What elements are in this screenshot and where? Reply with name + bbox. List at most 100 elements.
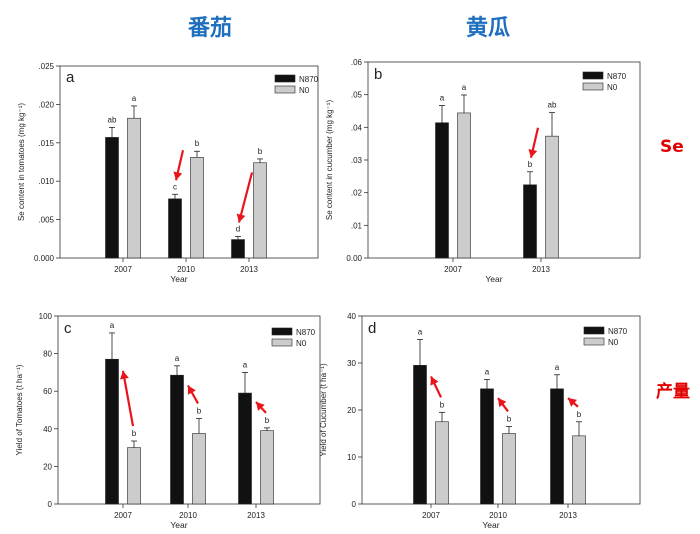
x-tick-label: 2013 — [240, 265, 258, 274]
significance-label: ab — [108, 115, 117, 124]
legend-swatch — [271, 327, 293, 336]
y-tick-label: 20 — [347, 406, 356, 415]
significance-label: ab — [548, 101, 557, 110]
legend-swatch — [582, 82, 604, 91]
bar — [168, 198, 182, 259]
y-tick-label: .010 — [38, 177, 54, 186]
y-tick-label: 30 — [347, 359, 356, 368]
significance-label: a — [132, 94, 137, 103]
red-arrow-head — [187, 385, 196, 395]
y-tick-label: .05 — [351, 91, 363, 100]
legend-swatch — [583, 326, 605, 335]
significance-label: b — [258, 147, 263, 156]
legend-label: N870 — [299, 75, 319, 84]
x-tick-label: 2010 — [179, 511, 197, 520]
plot-frame — [57, 315, 321, 505]
significance-label: a — [110, 321, 115, 330]
x-tick-label: 2007 — [114, 511, 132, 520]
significance-label: b — [132, 429, 137, 438]
y-tick-label: .02 — [351, 189, 363, 198]
significance-label: a — [243, 360, 248, 369]
y-tick-label: 20 — [43, 462, 52, 471]
y-tick-label: 40 — [43, 425, 52, 434]
panel-d: 0 10 20 30 40 Yield of Cucumber (t ha⁻¹) 2007 a… — [319, 312, 641, 530]
plot-frame — [367, 61, 641, 259]
y-tick-label: 80 — [43, 350, 52, 359]
y-tick-label: .04 — [351, 123, 363, 132]
bar — [413, 365, 427, 505]
bar — [238, 392, 252, 505]
bar — [253, 162, 267, 259]
bar — [550, 388, 564, 505]
significance-label: b — [197, 406, 202, 415]
panel-c: 0 20 40 60 80 100 Yield of Tomatoes (t ha⁻¹) 20… — [15, 312, 321, 530]
y-tick-label: 40 — [347, 312, 356, 321]
significance-label: b — [507, 414, 512, 423]
significance-label: b — [577, 410, 582, 419]
red-arrow-head — [256, 401, 265, 411]
bar — [502, 433, 516, 505]
legend-swatch — [274, 85, 296, 94]
significance-label: a — [555, 363, 560, 372]
x-tick-label: 2007 — [444, 265, 462, 274]
y-tick-label: .015 — [38, 139, 54, 148]
significance-label: d — [236, 224, 240, 233]
significance-label: b — [440, 400, 445, 409]
red-arrow-head — [498, 398, 507, 408]
panel-letter: b — [374, 66, 382, 83]
cucumber-heading: 黄瓜 — [465, 16, 510, 41]
panel-a: 0.000 .005 .010 .015 .020 .025 Se content in t… — [17, 62, 319, 284]
legend-label: N0 — [607, 83, 618, 92]
red-arrow-head — [568, 398, 577, 407]
panel-letter: a — [66, 69, 75, 86]
x-tick-label: 2007 — [114, 265, 132, 274]
y-tick-label: .025 — [38, 62, 54, 71]
bar — [192, 433, 206, 505]
legend-swatch — [582, 71, 604, 80]
yield-row-label: 产量 — [656, 382, 690, 402]
y-tick-label: .020 — [38, 100, 54, 109]
bar — [480, 388, 494, 505]
y-tick-label: .005 — [38, 216, 54, 225]
red-arrow-head — [528, 148, 538, 158]
bar — [105, 358, 119, 505]
y-tick-label: .06 — [351, 58, 363, 67]
significance-label: a — [462, 83, 467, 92]
significance-label: b — [265, 416, 270, 425]
x-tick-label: 2013 — [532, 265, 550, 274]
bar — [435, 421, 449, 505]
significance-label: b — [195, 139, 200, 148]
y-tick-label: 0 — [48, 500, 53, 509]
bar — [105, 137, 119, 259]
bar — [231, 239, 245, 259]
legend-label: N0 — [608, 338, 619, 347]
y-tick-label: 10 — [347, 453, 356, 462]
y-axis-label: Yield of Cucumber (t ha⁻¹) — [319, 363, 328, 457]
x-tick-label: 2010 — [177, 265, 195, 274]
bar — [170, 374, 184, 505]
x-axis-label: Year — [170, 274, 187, 284]
y-axis-label: Se content in tomatoes (mg kg⁻¹) — [17, 103, 26, 221]
legend-label: N870 — [607, 72, 627, 81]
legend-label: N870 — [608, 327, 628, 336]
legend-label: N0 — [296, 339, 307, 348]
bar — [127, 117, 141, 259]
bar — [190, 157, 204, 259]
y-tick-label: 100 — [39, 312, 53, 321]
x-axis-label: Year — [170, 520, 187, 530]
bar — [457, 112, 471, 259]
legend-swatch — [583, 337, 605, 346]
se-row-label: Se — [660, 137, 684, 157]
x-tick-label: 2013 — [247, 511, 265, 520]
x-axis-label: Year — [482, 520, 499, 530]
bar — [545, 135, 559, 259]
tomato-heading: 番茄 — [187, 16, 232, 41]
y-tick-label: 60 — [43, 387, 52, 396]
y-tick-label: 0 — [352, 500, 357, 509]
significance-label: a — [440, 93, 445, 102]
bar — [572, 435, 586, 505]
x-tick-label: 2010 — [489, 511, 507, 520]
significance-label: c — [173, 182, 177, 191]
red-arrow-head — [119, 370, 129, 380]
